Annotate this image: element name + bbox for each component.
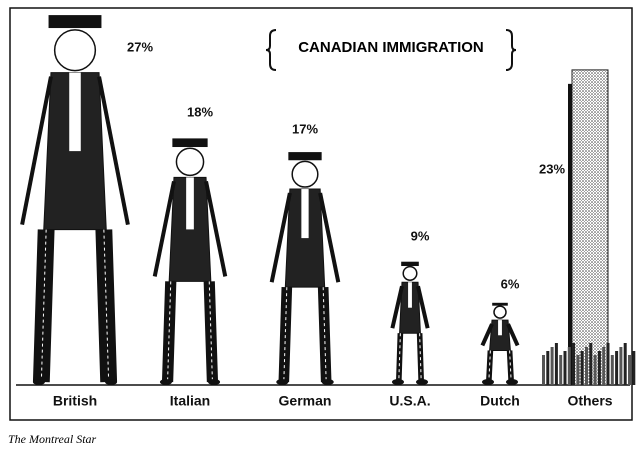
crowd: [632, 351, 636, 385]
x-tick-label: U.S.A.: [389, 393, 430, 409]
legs-stripes: [398, 333, 422, 383]
crowd: [623, 343, 627, 385]
figure: [390, 261, 430, 385]
shoe: [482, 379, 494, 385]
arm: [318, 192, 341, 283]
x-tick-label: Others: [567, 393, 612, 409]
hat: [48, 15, 102, 29]
arm: [416, 285, 430, 329]
x-tick-label: Italian: [170, 393, 210, 409]
crowd: [542, 355, 545, 385]
legs-stripes: [488, 350, 512, 383]
value-label: 27%: [127, 39, 153, 54]
source: The Montreal Star: [8, 432, 97, 446]
arm: [480, 323, 494, 347]
arm: [97, 76, 130, 226]
head: [175, 147, 205, 177]
value-label: 6%: [501, 276, 520, 291]
crowd: [619, 347, 623, 385]
chart-title: CANADIAN IMMIGRATION: [298, 39, 484, 56]
shoe: [321, 379, 334, 385]
shoe: [208, 379, 221, 385]
legs: [32, 229, 118, 383]
crowd: [559, 355, 563, 385]
arm: [20, 76, 53, 226]
shirt: [498, 320, 502, 336]
hat: [492, 302, 508, 306]
arm: [390, 285, 404, 329]
crowd: [615, 351, 619, 385]
shoe: [391, 379, 404, 385]
crowd: [606, 343, 610, 385]
hat: [172, 138, 208, 148]
frame: [9, 7, 633, 421]
shoe: [276, 379, 289, 385]
shoe: [105, 379, 118, 385]
legs-stripes: [283, 287, 327, 383]
legs: [395, 333, 425, 383]
crowd: [580, 351, 584, 385]
crowd: [585, 347, 588, 385]
head: [291, 160, 319, 188]
head: [402, 265, 418, 281]
crowd: [597, 351, 601, 385]
shirt: [408, 282, 412, 308]
hat: [288, 152, 322, 161]
arm: [204, 180, 228, 277]
x-tick-label: German: [279, 393, 332, 409]
hat: [401, 261, 419, 267]
x-tick-label: Dutch: [480, 393, 520, 409]
value-label: 23%: [539, 161, 565, 176]
bracket-left: [265, 29, 277, 71]
shoe: [32, 379, 45, 385]
crowd: [567, 347, 571, 385]
crowd: [572, 343, 576, 385]
figure: [20, 15, 130, 385]
figure: [152, 138, 228, 385]
crowd: [563, 351, 567, 385]
crowd: [602, 347, 606, 385]
crowd: [546, 351, 550, 385]
arm: [269, 192, 292, 283]
head: [493, 305, 507, 319]
x-tick-label: British: [53, 393, 97, 409]
crowd: [576, 355, 580, 385]
value-label: 18%: [187, 104, 213, 119]
legs-stripes: [167, 281, 213, 383]
arm: [152, 180, 176, 277]
shirt: [186, 177, 194, 230]
arm: [506, 323, 520, 347]
crowd: [610, 355, 614, 385]
shoe: [416, 379, 429, 385]
figure: [480, 302, 520, 385]
bracket-right: [505, 29, 517, 71]
shoe: [159, 379, 172, 385]
crowd: [628, 355, 631, 385]
crowd: [593, 355, 597, 385]
legs: [278, 287, 332, 383]
bar: [571, 69, 609, 386]
legs: [161, 281, 219, 383]
shirt: [301, 189, 309, 239]
legs: [486, 350, 514, 383]
crowd: [550, 347, 554, 385]
value-label: 9%: [411, 228, 430, 243]
crowd: [554, 343, 558, 385]
figure: [269, 152, 341, 385]
head: [53, 29, 97, 72]
value-label: 17%: [292, 121, 318, 136]
shoe: [506, 379, 518, 385]
crowd: [589, 343, 593, 385]
legs-stripes: [40, 229, 110, 383]
shirt: [69, 72, 81, 152]
